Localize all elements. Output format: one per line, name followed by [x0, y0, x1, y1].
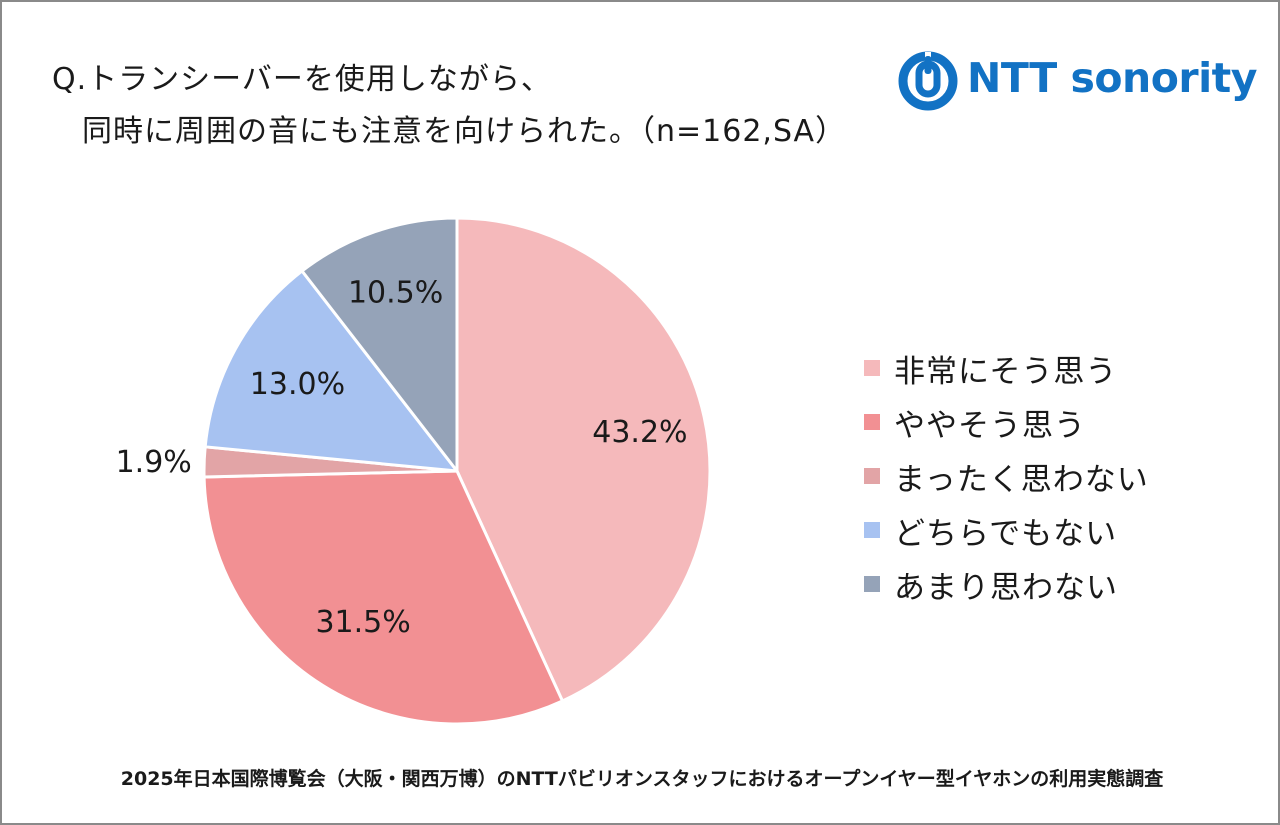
legend-label: ややそう思う	[894, 408, 1086, 444]
pie-slice-neutral	[203, 269, 459, 473]
legend-swatch	[864, 522, 880, 538]
legend-swatch	[864, 414, 880, 430]
pie-slice-somewhat	[202, 469, 564, 726]
ntt-logo-icon	[898, 51, 958, 111]
pie-slice-not-much	[300, 216, 459, 473]
legend-label: あまり思わない	[894, 570, 1118, 606]
legend-label: まったく思わない	[894, 462, 1149, 498]
survey-footer: 2025年日本国際博覧会（大阪・関西万博）のNTTパビリオンスタッフにおけるオー…	[120, 768, 1164, 790]
logo-text: NTT sonority	[967, 54, 1258, 102]
data-label-very-much: 43.2%	[592, 415, 687, 450]
data-label-not-much: 10.5%	[348, 275, 443, 310]
question-title-line-2: 同時に周囲の音にも注意を向けられた。（n=162,SA）	[82, 114, 847, 149]
pie-slice-very-much	[455, 216, 712, 703]
legend-label: どちらでもない	[894, 516, 1118, 552]
ntt-sonority-logo: NTT sonority	[897, 48, 1258, 114]
legend-label: 非常にそう思う	[894, 354, 1118, 390]
legend-swatch	[864, 360, 880, 376]
question-title-line-1: Q.トランシーバーを使用しながら、	[52, 62, 552, 97]
data-label-neutral: 13.0%	[250, 367, 345, 402]
data-label-somewhat: 31.5%	[315, 605, 410, 640]
legend-swatch	[864, 576, 880, 592]
legend-swatch	[864, 468, 880, 484]
data-label-not-at-all: 1.9%	[116, 445, 192, 480]
